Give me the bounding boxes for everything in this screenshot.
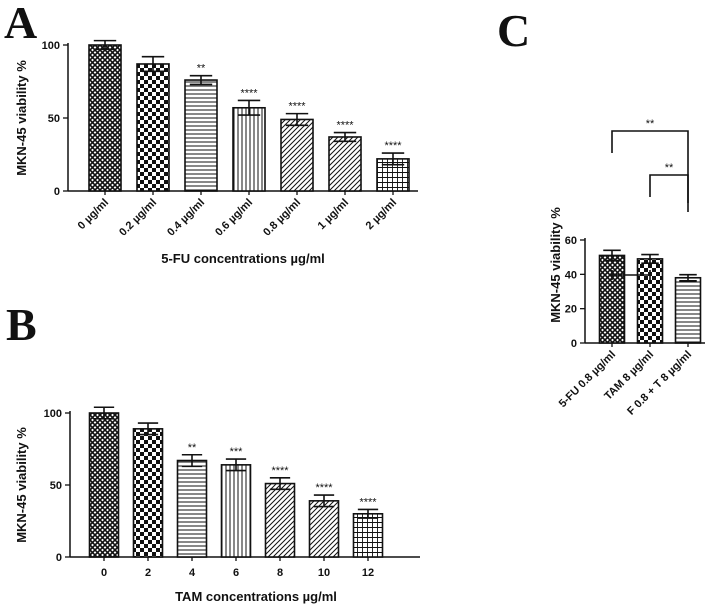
x-tick-label: 8 (277, 567, 283, 579)
comparison-bracket (611, 130, 689, 203)
y-axis-label: MKN-45 viability % (548, 207, 563, 323)
bar-6 (328, 136, 362, 192)
significance-label: **** (315, 482, 333, 494)
y-axis-label: MKN-45 viability % (14, 427, 29, 543)
x-axis-label: 5-FU concentrations µg/ml (161, 251, 325, 266)
x-tick-label: 2 µg/ml (364, 197, 399, 232)
y-tick-label: 50 (48, 113, 60, 125)
significance-label: **** (359, 496, 377, 508)
significance-label: **** (288, 101, 306, 113)
bar-2 (136, 63, 170, 192)
comparison-bracket (611, 270, 651, 280)
significance-label: **** (271, 465, 289, 477)
panel-letter-b: B (6, 299, 37, 350)
x-tick-label: 0 µg/ml (76, 197, 111, 232)
panel-letter-a: A (4, 0, 37, 48)
x-tick-label: 6 (233, 567, 239, 579)
significance-label: **** (240, 87, 258, 99)
bar-5 (264, 482, 296, 558)
x-tick-label: 12 (362, 567, 374, 579)
y-tick-label: 0 (54, 186, 60, 198)
x-tick-label: 0 (101, 567, 107, 579)
x-tick-label: 1 µg/ml (316, 197, 351, 232)
comparison-bracket (649, 174, 689, 212)
y-tick-label: 100 (42, 40, 60, 52)
y-axis-label: MKN-45 viability % (14, 60, 29, 176)
bar-3 (674, 276, 702, 344)
bar-3 (176, 459, 208, 558)
y-tick-label: 0 (571, 338, 577, 350)
y-tick-label: 20 (565, 304, 577, 316)
y-tick-label: 0 (56, 552, 62, 564)
y-tick-label: 100 (44, 408, 62, 420)
comparison-label: ** (646, 118, 655, 130)
significance-label: **** (384, 140, 402, 152)
y-tick-label: 60 (565, 235, 577, 247)
chart-a: 0 50 100 0 µg/ml 0.2 µg/ml 0.4 µg/ml ** 0.6 µg/… (14, 39, 418, 266)
x-tick-label: 0.2 µg/ml (117, 197, 159, 239)
bar-4 (232, 106, 266, 192)
significance-label: **** (336, 120, 354, 132)
comparison-label: ** (665, 162, 674, 174)
x-tick-label: F 0.8 + T 8 µg/ml (625, 349, 694, 418)
x-tick-label: 0.8 µg/ml (261, 197, 303, 239)
bar-1 (88, 44, 122, 192)
panel-letter-c: C (497, 5, 530, 56)
bar-1 (88, 412, 120, 558)
bar-5 (280, 118, 314, 192)
significance-label: ** (188, 442, 197, 454)
significance-label: *** (230, 446, 244, 458)
y-tick-label: 40 (565, 269, 577, 281)
bar-6 (308, 500, 340, 558)
x-tick-label: 0.6 µg/ml (213, 197, 255, 239)
x-tick-label: 2 (145, 567, 151, 579)
bar-2 (132, 428, 164, 558)
bar-1 (598, 254, 626, 344)
x-tick-label: 0.4 µg/ml (165, 197, 207, 239)
bar-7 (352, 512, 384, 558)
significance-label: ** (197, 63, 206, 75)
x-axis-label: TAM concentrations µg/ml (175, 589, 337, 604)
bar-4 (220, 464, 252, 558)
chart-b: 0 50 100 0 2 4 ** 6 *** 8 **** 10 **** 12 **** MKN-45 v… (14, 406, 420, 604)
y-tick-label: 50 (50, 480, 62, 492)
bar-3 (184, 79, 218, 192)
x-tick-label: 10 (318, 567, 330, 579)
x-tick-label: 4 (189, 567, 196, 579)
